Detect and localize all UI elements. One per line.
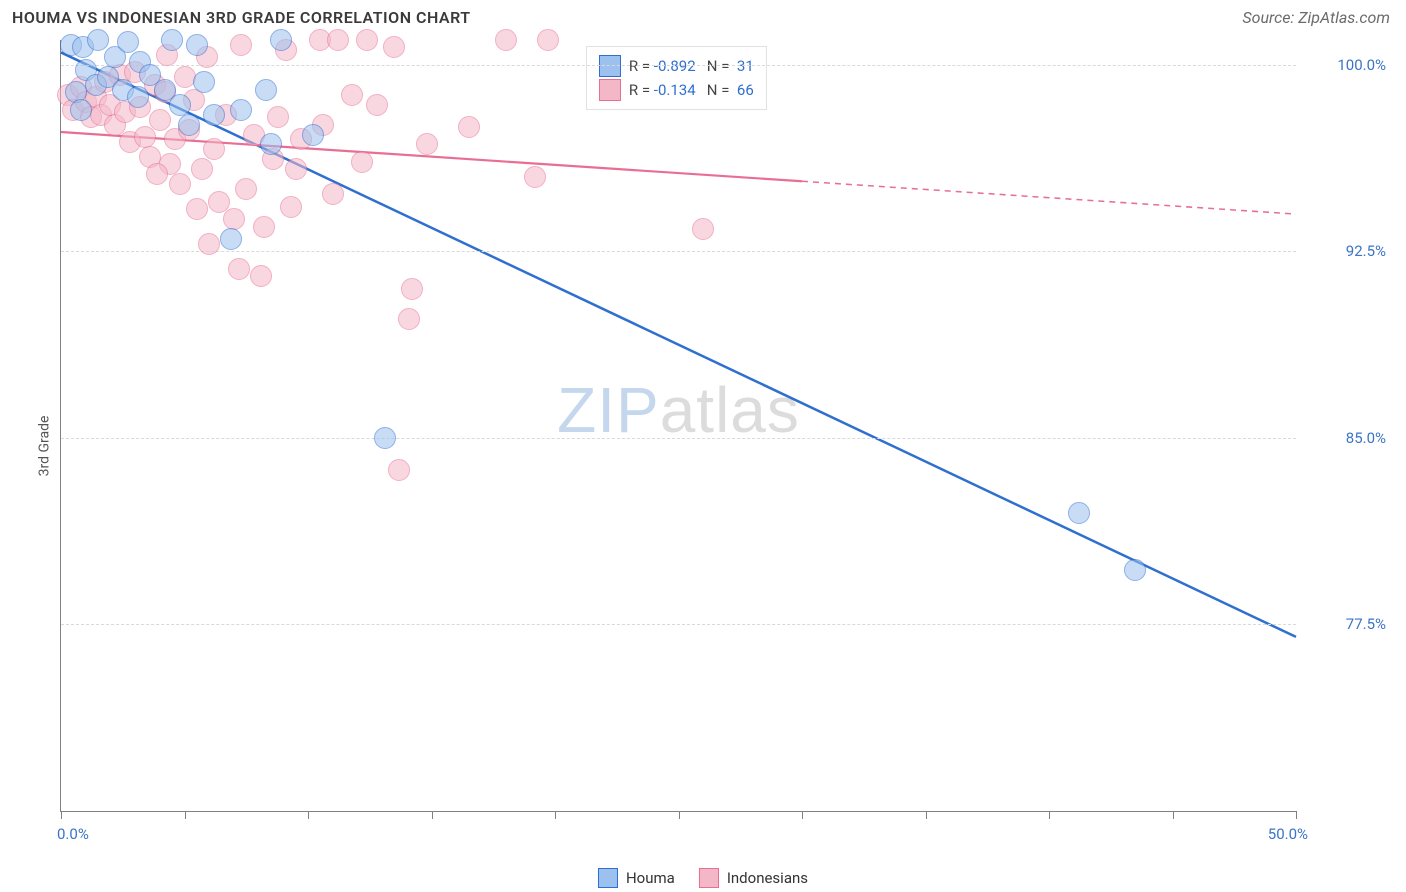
data-point (149, 109, 171, 131)
data-point (327, 29, 349, 51)
watermark-atlas: atlas (660, 374, 800, 446)
watermark-zip: ZIP (557, 374, 660, 446)
data-point (70, 99, 92, 121)
x-tick-label: 50.0% (1268, 825, 1308, 843)
x-tick (555, 811, 556, 819)
x-tick (1296, 811, 1297, 819)
plot-area: ZIPatlas R = -0.892 N = 31 R = -0.134 N =… (60, 40, 1296, 812)
data-point (495, 29, 517, 51)
data-point (186, 198, 208, 220)
chart-title: HOUMA VS INDONESIAN 3RD GRADE CORRELATIO… (12, 8, 471, 27)
legend-swatch (599, 79, 621, 101)
data-point (230, 99, 252, 121)
data-point (134, 126, 156, 148)
data-point (169, 173, 191, 195)
legend-item: Houma (598, 868, 675, 888)
data-point (351, 151, 373, 173)
data-point (250, 265, 272, 287)
legend-label: Indonesians (727, 869, 808, 887)
x-tick (1049, 811, 1050, 819)
legend-item: Indonesians (699, 868, 808, 888)
data-point (146, 163, 168, 185)
data-point (223, 208, 245, 230)
data-point (302, 124, 324, 146)
x-tick (802, 811, 803, 819)
data-point (174, 66, 196, 88)
data-point (203, 104, 225, 126)
data-point (1068, 502, 1090, 524)
data-point (280, 196, 302, 218)
legend-swatch (699, 868, 719, 888)
watermark: ZIPatlas (557, 373, 800, 447)
data-point (1124, 559, 1146, 581)
gridline (61, 624, 1296, 625)
source-label: Source: ZipAtlas.com (1242, 8, 1390, 27)
y-axis-label: 3rd Grade (36, 416, 52, 477)
data-point (285, 158, 307, 180)
data-point (228, 258, 250, 280)
data-point (524, 166, 546, 188)
chart-container: 3rd Grade ZIPatlas R = -0.892 N = 31R = … (20, 40, 1396, 852)
x-tick (926, 811, 927, 819)
data-point (117, 31, 139, 53)
legend-stat: R = -0.892 N = 31 (629, 57, 754, 75)
data-point (161, 29, 183, 51)
data-point (401, 278, 423, 300)
legend-swatch (598, 868, 618, 888)
stats-legend: R = -0.892 N = 31 R = -0.134 N = 66 (586, 46, 767, 110)
data-point (186, 34, 208, 56)
legend-row: R = -0.892 N = 31 (599, 55, 754, 77)
y-tick-label: 100.0% (1306, 56, 1386, 74)
data-point (356, 29, 378, 51)
data-point (692, 218, 714, 240)
data-point (341, 84, 363, 106)
trend-line-dashed (802, 181, 1296, 214)
x-tick (679, 811, 680, 819)
data-point (537, 29, 559, 51)
data-point (178, 114, 200, 136)
series-legend: Houma Indonesians (598, 868, 808, 888)
x-tick (432, 811, 433, 819)
y-tick-label: 77.5% (1306, 615, 1386, 633)
y-tick-label: 92.5% (1306, 242, 1386, 260)
data-point (255, 79, 277, 101)
data-point (374, 427, 396, 449)
data-point (416, 133, 438, 155)
data-point (267, 106, 289, 128)
data-point (398, 308, 420, 330)
data-point (198, 233, 220, 255)
data-point (230, 34, 252, 56)
data-point (260, 133, 282, 155)
data-point (458, 116, 480, 138)
data-point (191, 158, 213, 180)
data-point (193, 71, 215, 93)
legend-stat: R = -0.134 N = 66 (629, 81, 754, 99)
legend-swatch (599, 55, 621, 77)
trend-lines (61, 40, 1296, 811)
x-tick (308, 811, 309, 819)
y-tick-label: 85.0% (1306, 429, 1386, 447)
gridline (61, 251, 1296, 252)
data-point (270, 29, 292, 51)
data-point (388, 459, 410, 481)
data-point (169, 94, 191, 116)
x-tick (1173, 811, 1174, 819)
x-tick-label: 0.0% (57, 825, 89, 843)
gridline (61, 438, 1296, 439)
legend-row: R = -0.134 N = 66 (599, 79, 754, 101)
data-point (203, 138, 225, 160)
data-point (383, 36, 405, 58)
x-tick (61, 811, 62, 819)
data-point (220, 228, 242, 250)
data-point (127, 86, 149, 108)
data-point (366, 94, 388, 116)
data-point (253, 216, 275, 238)
x-tick (185, 811, 186, 819)
data-point (322, 183, 344, 205)
data-point (87, 29, 109, 51)
legend-label: Houma (626, 869, 675, 887)
gridline (61, 65, 1296, 66)
data-point (235, 178, 257, 200)
